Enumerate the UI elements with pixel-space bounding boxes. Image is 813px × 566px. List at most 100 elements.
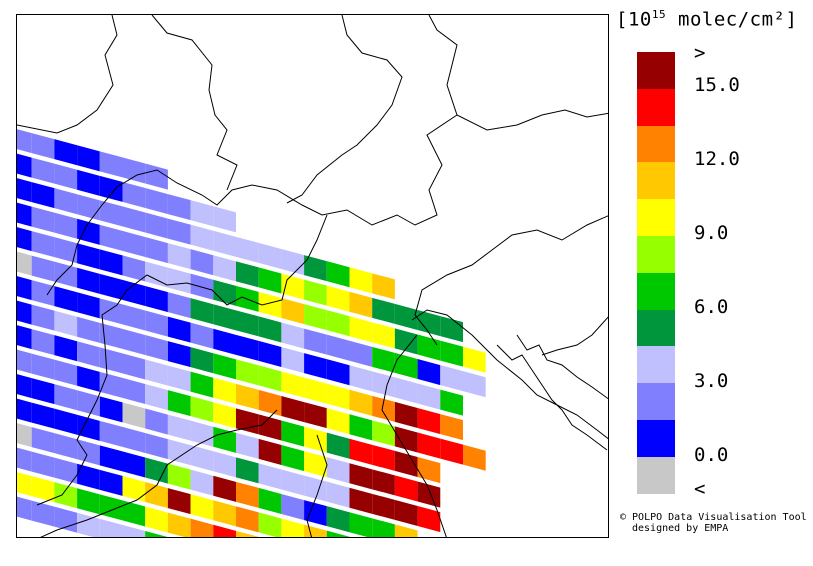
map-canvas[interactable] bbox=[17, 15, 609, 538]
border-line bbox=[40, 409, 278, 537]
swath-pixel bbox=[99, 518, 123, 537]
swath-pixel bbox=[440, 340, 463, 367]
swath-pixel bbox=[326, 359, 350, 386]
swath-pixel bbox=[304, 524, 327, 537]
swath-pixel bbox=[190, 518, 214, 537]
credit-line-1: © POLPO Data Visualisation Tool bbox=[620, 512, 807, 523]
swath-pixel bbox=[281, 371, 305, 398]
swath-pixel bbox=[213, 475, 236, 502]
swath-pixel bbox=[213, 451, 236, 478]
swath-pixel bbox=[145, 236, 168, 264]
border-line bbox=[541, 316, 608, 356]
swath-pixel bbox=[326, 285, 350, 312]
swath-pixel bbox=[31, 231, 55, 258]
swath-pixel bbox=[31, 378, 55, 405]
swath-pixel bbox=[258, 291, 282, 318]
swath-pixel bbox=[17, 496, 32, 521]
swath-pixel bbox=[213, 402, 236, 429]
swath-pixel bbox=[372, 346, 395, 373]
swath-pixel bbox=[99, 420, 123, 447]
swath-pixel bbox=[213, 279, 236, 306]
swath-pixel bbox=[145, 457, 168, 484]
border-line bbox=[414, 215, 608, 346]
swath-pixel bbox=[281, 469, 305, 496]
swath-pixel bbox=[190, 469, 214, 496]
swath-pixel bbox=[99, 322, 123, 349]
legend-tick-label: 0.0 bbox=[694, 444, 729, 466]
legend-swatch bbox=[637, 162, 675, 200]
swath-pixel bbox=[99, 200, 123, 227]
swath-pixel bbox=[190, 494, 214, 521]
swath-pixel bbox=[54, 310, 78, 337]
credit-line-2: designed by EMPA bbox=[632, 523, 729, 534]
swath-pixel bbox=[258, 512, 282, 537]
swath-pixel bbox=[190, 371, 214, 398]
swath-pixel bbox=[145, 261, 168, 288]
swath-pixel bbox=[213, 500, 236, 527]
legend-swatch bbox=[637, 236, 675, 274]
swath-pixel bbox=[417, 505, 441, 533]
swath-pixel bbox=[31, 402, 55, 429]
swath-pixel bbox=[122, 451, 146, 478]
legend-unit-label: [1015 molec/cm²] bbox=[616, 8, 798, 31]
swath-pixel bbox=[54, 335, 78, 362]
map-frame[interactable] bbox=[16, 14, 609, 538]
swath-pixel bbox=[145, 359, 168, 386]
legend-swatch bbox=[637, 125, 675, 163]
swath-pixel bbox=[99, 347, 123, 374]
swath-pixel bbox=[349, 512, 373, 537]
swath-pixel bbox=[235, 310, 259, 337]
swath-pixel bbox=[145, 408, 168, 435]
border-line bbox=[516, 334, 608, 400]
swath-pixel bbox=[31, 133, 55, 160]
swath-pixel bbox=[145, 334, 168, 362]
swath-pixel bbox=[167, 512, 191, 537]
swath-pixel bbox=[145, 506, 168, 533]
swath-pixel bbox=[281, 322, 305, 349]
swath-pixel bbox=[190, 347, 214, 374]
swath-pixel bbox=[304, 451, 327, 478]
swath-pixel bbox=[281, 297, 305, 325]
border-line bbox=[286, 15, 403, 204]
swath-pixel bbox=[31, 329, 55, 356]
swath-pixel bbox=[462, 346, 486, 373]
swath-pixel bbox=[349, 389, 373, 416]
swath-pixel bbox=[54, 261, 78, 288]
swath-pixel bbox=[213, 377, 236, 404]
legend-swatch bbox=[637, 272, 675, 311]
swath-pixel bbox=[31, 255, 55, 282]
swath-pixel bbox=[145, 383, 168, 411]
swath-pixel bbox=[31, 451, 55, 478]
swath-pixel bbox=[349, 487, 373, 514]
swath-pixel bbox=[54, 286, 78, 313]
legend-tick-label: 3.0 bbox=[694, 370, 729, 392]
swath-pixel bbox=[304, 426, 327, 453]
swath-pixel bbox=[258, 389, 282, 416]
swath-pixel bbox=[235, 261, 259, 288]
swath-pixel bbox=[213, 353, 236, 380]
swath-pixel bbox=[372, 322, 395, 349]
legend-tick-label: 9.0 bbox=[694, 222, 729, 244]
swath-pixel bbox=[258, 463, 282, 490]
swath-pixel bbox=[167, 194, 191, 221]
swath-pixel bbox=[122, 255, 146, 282]
swath-pixel bbox=[326, 334, 350, 361]
swath-pixel bbox=[213, 255, 236, 282]
swath-pixel bbox=[190, 445, 214, 472]
swath-pixel bbox=[54, 482, 78, 509]
swath-pixel bbox=[99, 494, 123, 521]
swath-pixel bbox=[122, 279, 146, 306]
swath-pixel bbox=[122, 206, 146, 233]
swath-pixel bbox=[372, 493, 395, 520]
swath-pixel bbox=[190, 224, 214, 251]
swath-pixel bbox=[77, 145, 100, 172]
swath-pixel bbox=[145, 212, 168, 239]
swath-pixel bbox=[349, 291, 373, 318]
swath-pixel bbox=[17, 227, 32, 252]
swath-pixel bbox=[17, 398, 32, 423]
swath-pixel bbox=[31, 476, 55, 503]
border-line bbox=[306, 434, 328, 537]
swath-pixel bbox=[54, 433, 78, 460]
swath-pixel bbox=[417, 358, 441, 386]
swath-pixel bbox=[122, 402, 146, 429]
